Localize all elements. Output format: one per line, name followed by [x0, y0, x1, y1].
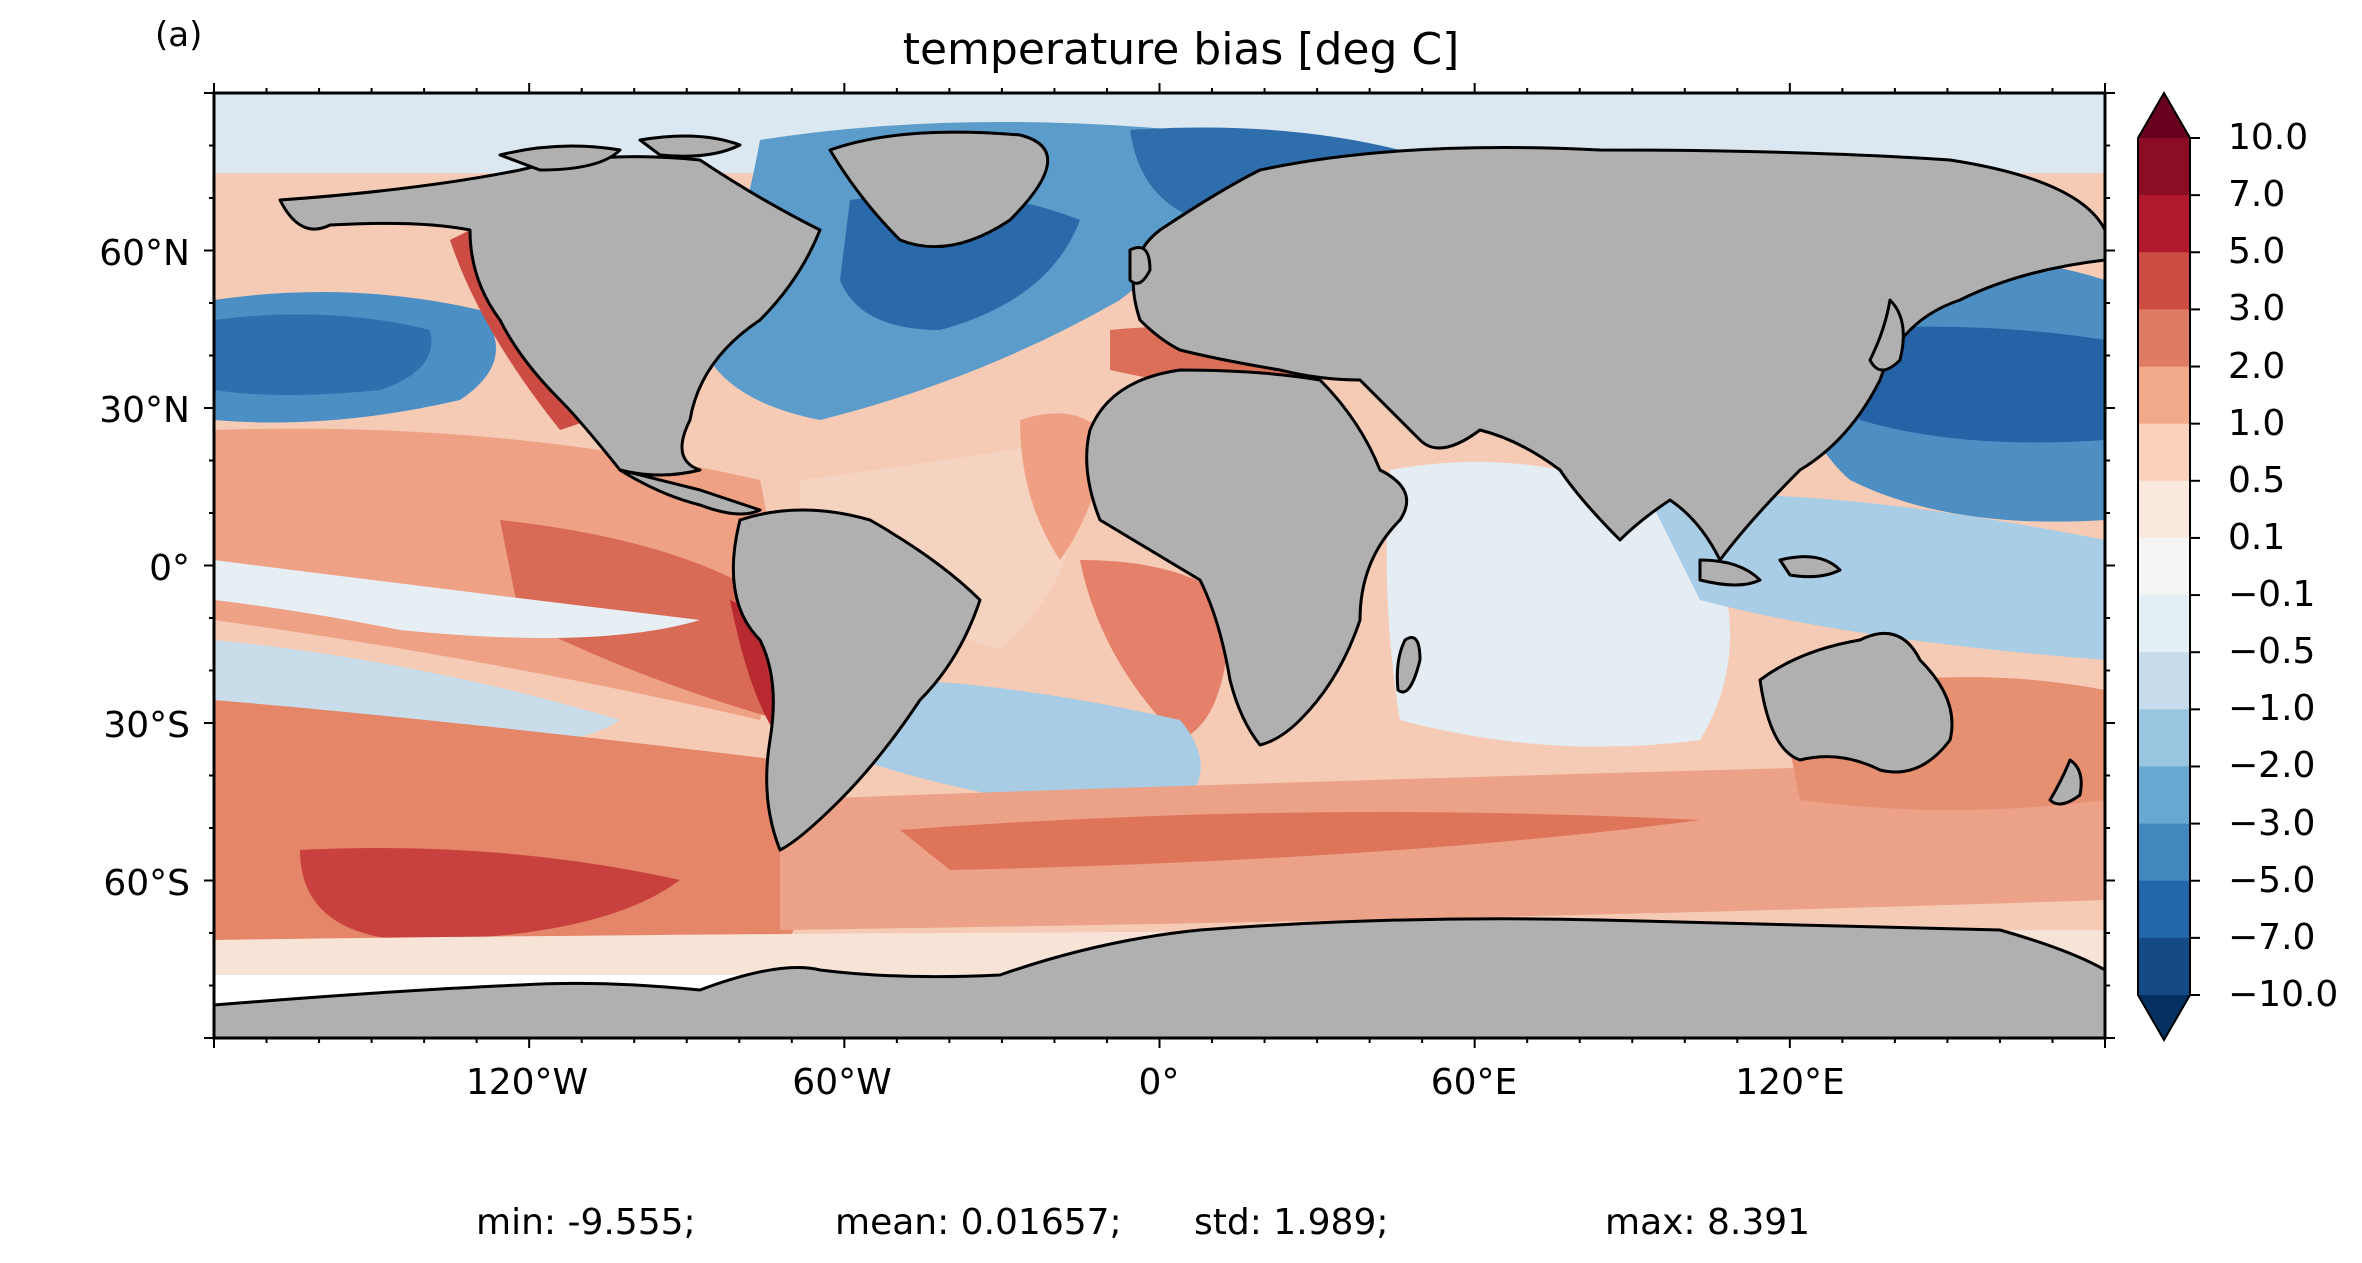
british-isles-land	[1128, 246, 1152, 285]
colorbar-tick-label: 2.0	[2228, 345, 2286, 387]
madagascar-land	[1395, 636, 1422, 694]
colorbar-tick-label: −3.0	[2228, 802, 2316, 844]
colorbar-bin	[2138, 652, 2190, 710]
central-america-land	[618, 468, 762, 516]
lon-label-60e: 60°E	[1430, 1062, 1518, 1103]
lat-label-60s: 60°S	[103, 863, 190, 904]
lat-label-equator: 0°	[149, 548, 190, 589]
lat-label-30s: 30°S	[103, 705, 190, 746]
colorbar-bin	[2138, 138, 2190, 196]
south-america-land	[731, 508, 982, 852]
colorbar-bin	[2138, 423, 2190, 482]
stat-std: std: 1.989;	[1194, 1202, 1389, 1243]
colorbar-tick-label: −10.0	[2228, 974, 2339, 1015]
colorbar-tick-label: 0.5	[2228, 459, 2286, 501]
colorbar-bin	[2138, 595, 2190, 653]
colorbar-tick-label: −0.5	[2228, 631, 2316, 673]
stat-mean: mean: 0.01657;	[835, 1202, 1122, 1243]
colorbar-tick-label: 1.0	[2228, 402, 2286, 444]
colorbar-tick-label: 3.0	[2228, 288, 2286, 330]
eurasia-land	[1131, 146, 2105, 562]
colorbar-tick-label: −2.0	[2228, 745, 2316, 787]
colorbar-tick-label: −7.0	[2228, 916, 2316, 958]
stat-max: max: 8.391	[1605, 1202, 1811, 1243]
panel-label: (a)	[155, 15, 203, 55]
lat-label-60n: 60°N	[99, 233, 190, 274]
colorbar-bin	[2138, 252, 2190, 310]
antarctica-land	[214, 917, 2105, 1038]
colorbar-tick-label: 0.1	[2228, 516, 2286, 558]
lon-label-60w: 60°W	[792, 1062, 892, 1103]
stat-min: min: -9.555;	[476, 1202, 696, 1243]
colorbar-extend-max	[2138, 93, 2190, 138]
colorbar-bin	[2138, 766, 2190, 825]
lon-label-120e: 120°E	[1735, 1062, 1845, 1103]
greenland-land	[828, 130, 1049, 249]
colorbar-bin	[2138, 366, 2190, 425]
africa-land	[1085, 368, 1409, 747]
indonesia-land	[1698, 558, 1762, 587]
map-title: temperature bias [deg C]	[902, 24, 1460, 75]
colorbar-bin	[2138, 195, 2190, 253]
colorbar-bin	[2138, 480, 2190, 539]
new-zealand-land	[2048, 758, 2083, 806]
colorbar-bin	[2138, 937, 2190, 996]
colorbar-bin	[2138, 823, 2190, 882]
colorbar-tick-label: −1.0	[2228, 688, 2316, 730]
colorbar-bin	[2138, 309, 2190, 368]
japan-land	[1868, 298, 1905, 372]
map-ticks	[204, 83, 2115, 1048]
colorbar-bin	[2138, 709, 2190, 767]
colorbar-tick-label: −5.0	[2228, 859, 2316, 901]
colorbar-tick-label: 10.0	[2228, 117, 2309, 158]
colorbar-tick-label: 7.0	[2228, 174, 2286, 216]
colorbar-extend-min	[2138, 995, 2190, 1040]
colorbar-tick-label: −0.1	[2228, 574, 2316, 616]
colorbar-bin	[2138, 537, 2190, 596]
lat-label-30n: 30°N	[99, 390, 190, 431]
north-america-land	[278, 155, 822, 477]
lon-label-0: 0°	[1138, 1062, 1180, 1103]
colorbar	[2137, 91, 2200, 1042]
colorbar-bin	[2138, 880, 2190, 939]
australia-land	[1758, 631, 1954, 774]
lon-label-120w: 120°W	[465, 1062, 589, 1103]
land-masses	[214, 130, 2105, 1038]
colorbar-tick-label: 5.0	[2228, 231, 2286, 273]
